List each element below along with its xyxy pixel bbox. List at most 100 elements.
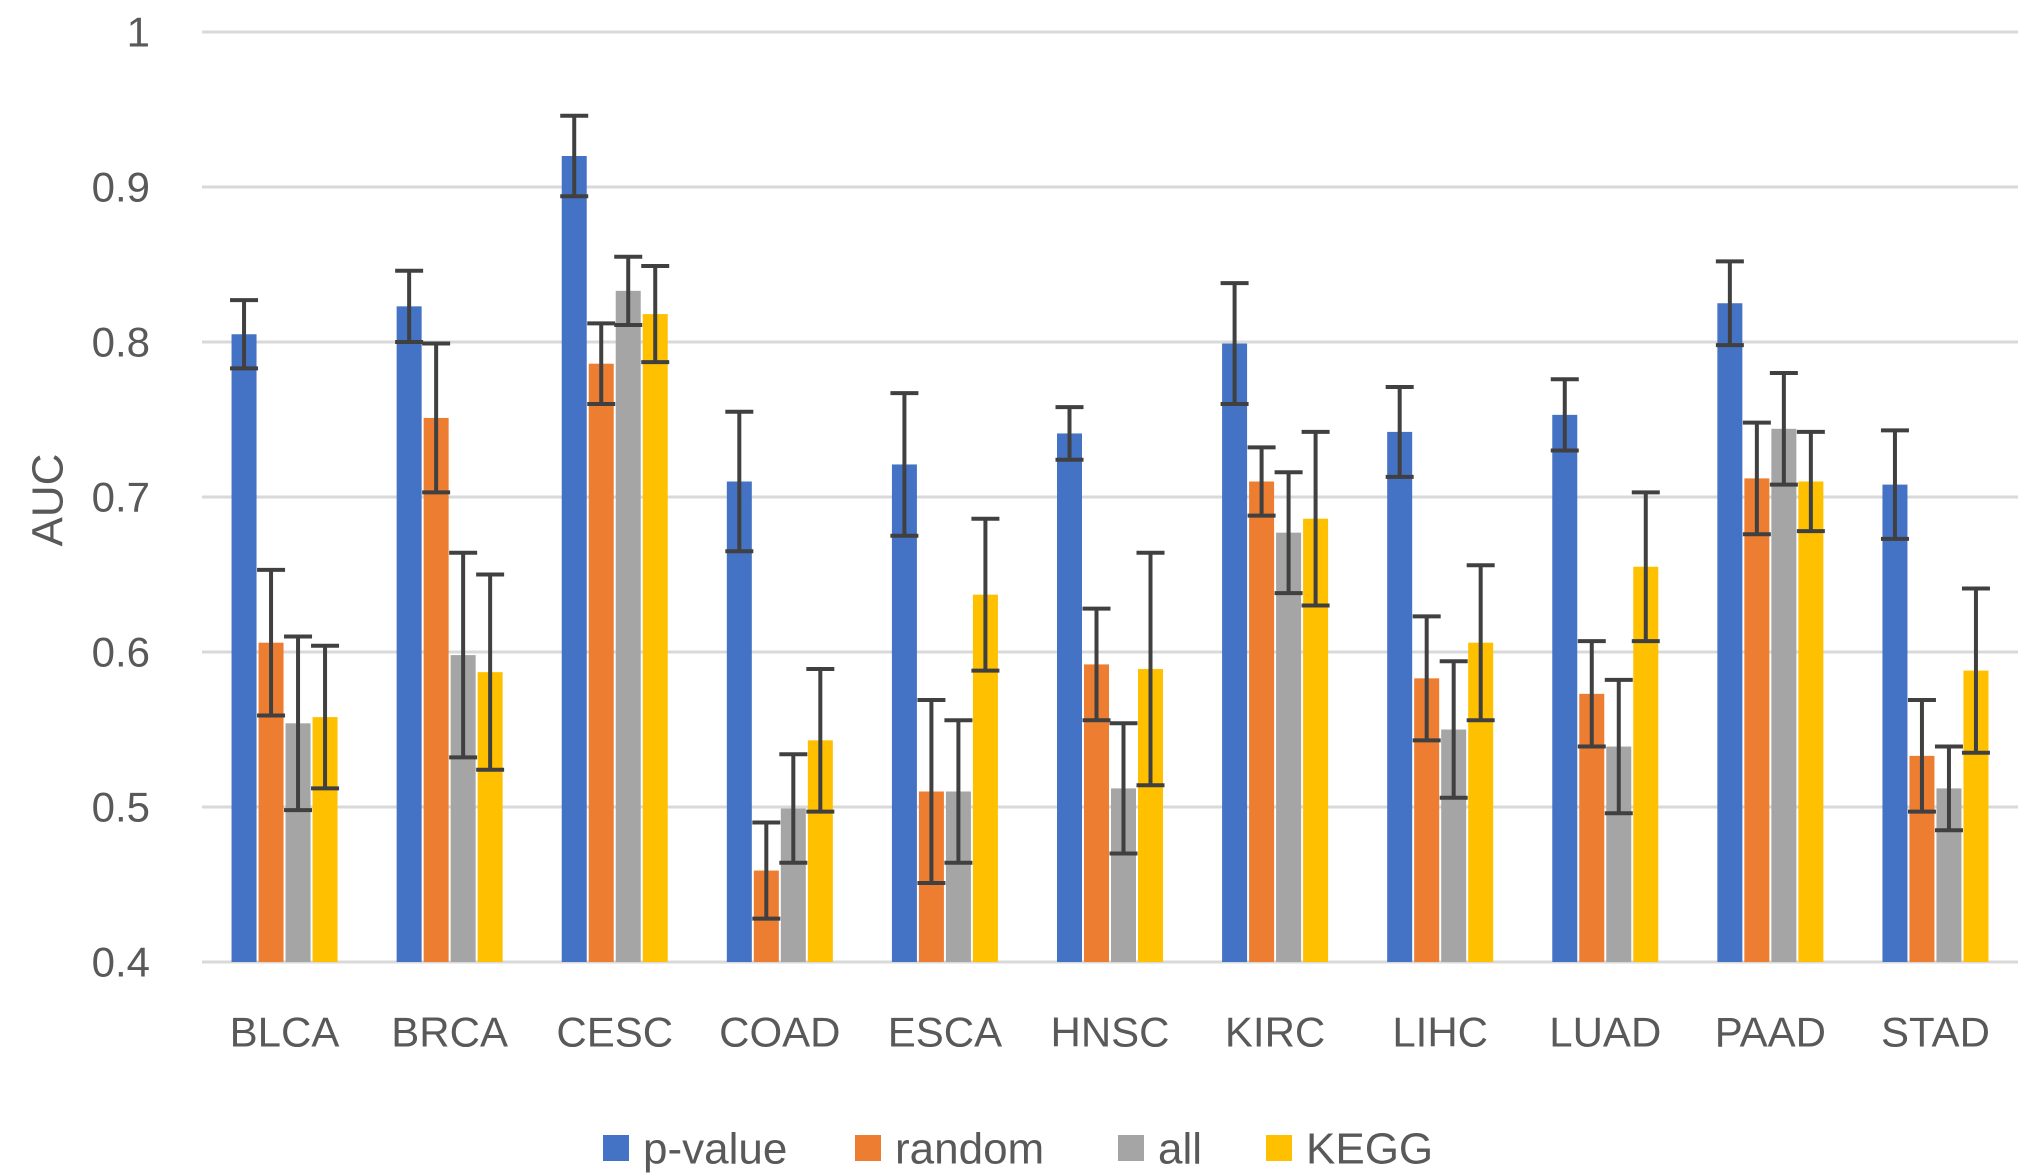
bar-p-value-kirc: [1222, 343, 1248, 962]
bar-p-value-luad: [1552, 414, 1578, 963]
error-bar-random-brca: [422, 341, 451, 495]
error-bar-random-cesc: [587, 321, 616, 406]
legend-label: all: [1158, 1125, 1202, 1174]
error-bar-random-kirc: [1247, 445, 1276, 518]
error-bar-p-value-cesc: [560, 113, 589, 199]
error-bar-p-value-paad: [1715, 259, 1744, 348]
bar-all-kirc: [1276, 532, 1302, 962]
bar-p-value-cesc: [561, 156, 587, 962]
error-bar-all-coad: [779, 752, 808, 865]
error-bar-all-cesc: [614, 254, 643, 327]
error-bar-all-brca: [449, 550, 478, 760]
error-bar-all-esca: [944, 718, 973, 865]
error-bar-p-value-luad: [1550, 377, 1579, 453]
bar-random-brca: [423, 417, 449, 962]
error-bars: [230, 113, 1990, 921]
bar-p-value-lihc: [1387, 431, 1413, 962]
x-tick-label: LUAD: [1549, 1009, 1661, 1056]
error-bar-random-lihc: [1412, 614, 1441, 743]
legend-label: KEGG: [1306, 1125, 1433, 1174]
error-bar-all-paad: [1769, 371, 1798, 487]
x-axis-ticks: BLCA BRCA CESC COAD ESCA HNSC KIRC LIHC LUAD PAAD…: [230, 1009, 1990, 1056]
legend-swatch: [855, 1135, 881, 1161]
x-tick-label: PAAD: [1715, 1009, 1826, 1056]
y-tick-label: 1: [127, 9, 150, 56]
error-bar-kegg-coad: [806, 667, 835, 814]
error-bar-kegg-cesc: [641, 264, 670, 365]
legend-label: p-value: [643, 1125, 787, 1174]
error-bar-all-lihc: [1439, 659, 1468, 800]
error-bar-random-hnsc: [1082, 606, 1111, 723]
bar-p-value-brca: [396, 306, 422, 963]
error-bar-all-hnsc: [1109, 721, 1138, 856]
legend-label: random: [895, 1125, 1044, 1174]
error-bar-p-value-stad: [1880, 428, 1909, 541]
legend-swatch: [1118, 1135, 1144, 1161]
y-tick-label: 0.8: [92, 319, 150, 366]
error-bar-random-coad: [752, 820, 781, 921]
y-tick-label: 0.6: [92, 629, 150, 676]
y-tick-label: 0.5: [92, 784, 150, 831]
error-bar-kegg-hnsc: [1136, 550, 1165, 788]
bar-p-value-hnsc: [1057, 433, 1082, 962]
error-bar-all-kirc: [1274, 470, 1303, 596]
legend-swatch: [603, 1135, 629, 1161]
error-bar-kegg-kirc: [1301, 429, 1330, 608]
legend-swatch: [1266, 1135, 1292, 1161]
error-bar-p-value-coad: [725, 409, 754, 554]
bar-p-value-esca: [891, 464, 917, 962]
legend-item-p-value: p-value: [603, 1125, 787, 1174]
x-tick-label: COAD: [719, 1009, 840, 1056]
error-bar-all-blca: [284, 634, 313, 813]
y-axis-label: AUC: [24, 454, 73, 547]
error-bar-all-luad: [1604, 677, 1633, 816]
x-tick-label: BLCA: [230, 1009, 340, 1056]
error-bar-random-paad: [1742, 420, 1771, 537]
error-bar-p-value-hnsc: [1055, 405, 1084, 462]
error-bar-kegg-lihc: [1466, 563, 1495, 723]
error-bar-all-stad: [1934, 744, 1963, 833]
bar-random-cesc: [588, 363, 614, 962]
error-bar-p-value-lihc: [1385, 384, 1414, 479]
bar-random-kirc: [1249, 481, 1275, 962]
bar-all-paad: [1771, 428, 1797, 962]
error-bar-kegg-brca: [476, 572, 505, 772]
error-bar-kegg-stad: [1961, 586, 1990, 755]
x-tick-label: ESCA: [888, 1009, 1002, 1056]
bar-kegg-paad: [1798, 481, 1824, 962]
error-bar-random-blca: [257, 567, 286, 718]
error-bar-random-luad: [1577, 639, 1606, 749]
bar-p-value-blca: [231, 334, 257, 962]
bar-kegg-cesc: [642, 314, 668, 963]
bar-p-value-coad: [726, 481, 752, 962]
error-bar-p-value-kirc: [1220, 281, 1249, 406]
error-bar-p-value-esca: [890, 391, 919, 538]
x-tick-label: LIHC: [1392, 1009, 1488, 1056]
error-bar-p-value-brca: [395, 268, 424, 344]
legend-item-all: all: [1118, 1125, 1202, 1174]
bars: [231, 156, 1989, 963]
bar-p-value-paad: [1717, 303, 1743, 962]
x-tick-label: CESC: [556, 1009, 673, 1056]
legend-item-kegg: KEGG: [1266, 1125, 1433, 1174]
y-tick-label: 0.9: [92, 164, 150, 211]
error-bar-kegg-blca: [311, 643, 340, 791]
bar-random-paad: [1744, 478, 1770, 962]
error-bar-kegg-luad: [1631, 490, 1660, 644]
error-bar-kegg-paad: [1796, 429, 1825, 534]
y-tick-label: 0.4: [92, 939, 150, 986]
legend-item-random: random: [855, 1125, 1044, 1174]
error-bar-random-stad: [1907, 698, 1936, 814]
bar-all-cesc: [615, 290, 641, 963]
error-bar-kegg-esca: [971, 516, 1000, 673]
x-tick-label: BRCA: [391, 1009, 508, 1056]
y-axis-ticks: 0.4 0.5 0.6 0.7 0.8 0.9 1: [92, 9, 150, 986]
bar-p-value-stad: [1882, 484, 1908, 962]
x-tick-label: KIRC: [1225, 1009, 1325, 1056]
x-tick-label: STAD: [1881, 1009, 1990, 1056]
legend: p-value random all KEGG: [603, 1125, 1433, 1174]
x-tick-label: HNSC: [1050, 1009, 1169, 1056]
error-bar-random-esca: [917, 698, 946, 885]
y-tick-label: 0.7: [92, 474, 150, 521]
